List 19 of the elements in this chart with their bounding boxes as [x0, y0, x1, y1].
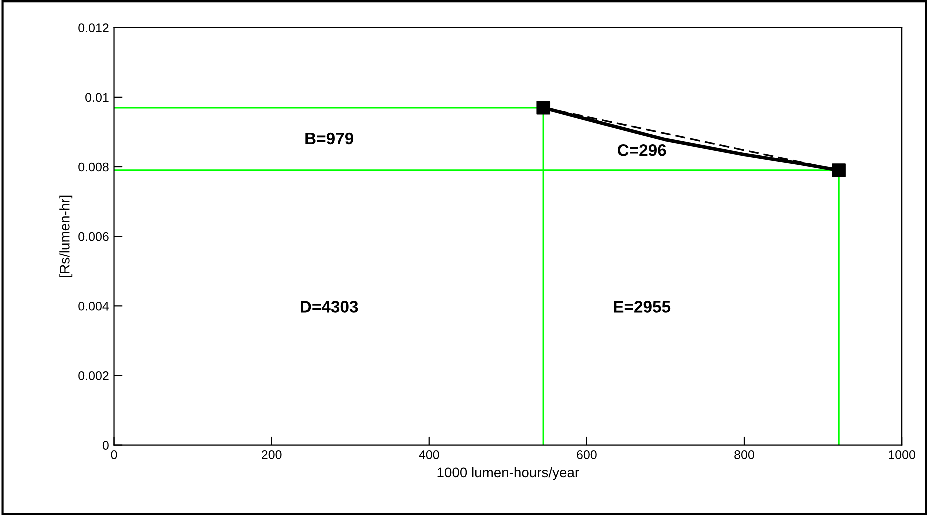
y-tick-label: 0.006	[78, 232, 109, 242]
x-tick-label: 1000	[889, 450, 916, 460]
x-axis-title: 1000 lumen-hours/year	[438, 467, 580, 480]
annotation: C=296	[618, 144, 666, 156]
x-tick-label: 200	[262, 450, 282, 460]
y-tick-label: 0.002	[78, 372, 109, 380]
y-tick-label: 0.004	[78, 302, 110, 311]
x-tick-label: 600	[577, 450, 597, 460]
y-tick-label: 0.012	[78, 24, 109, 33]
y-tick-label: 0	[102, 441, 109, 450]
x-tick-label: 800	[734, 450, 754, 460]
annotation: B=979	[306, 132, 354, 145]
annotation: D=4303	[301, 301, 358, 313]
annotation: E=2955	[614, 301, 671, 313]
x-tick-label: 400	[419, 450, 440, 460]
y-tick-label: 0.01	[86, 93, 109, 102]
y-tick-label: 0.008	[78, 162, 109, 172]
y-axis-title: [Rs/lumen-hr]	[60, 196, 73, 278]
x-tick-label: 0	[111, 450, 118, 460]
